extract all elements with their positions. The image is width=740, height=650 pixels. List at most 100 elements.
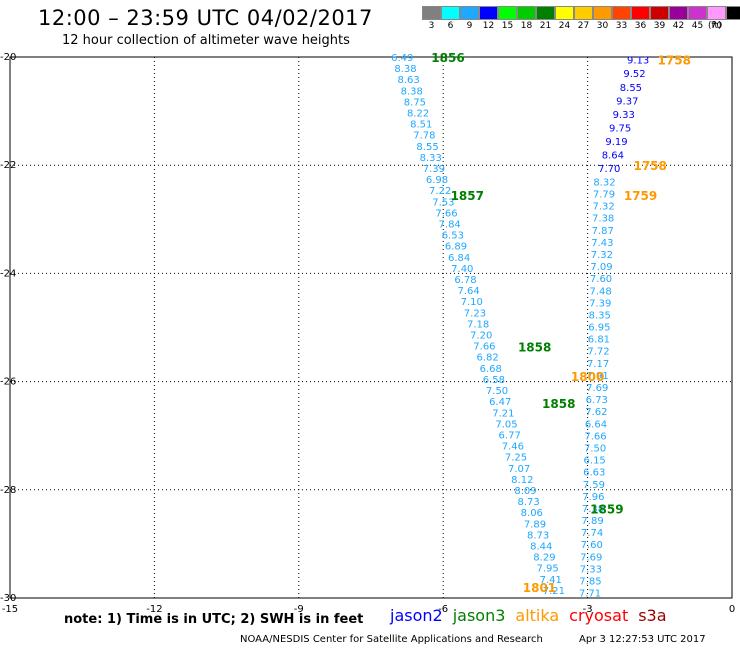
altimeter-tracks: 6.498.388.638.388.758.228.517.788.558.33… bbox=[391, 53, 649, 600]
page-title: 12:00 – 23:59 UTC 04/02/2017 bbox=[38, 6, 373, 30]
color-swatch-label: 9 bbox=[466, 21, 473, 31]
right-track-value: 7.66 bbox=[584, 431, 606, 442]
footer-timestamp: Apr 3 12:27:53 UTC 2017 bbox=[579, 634, 706, 645]
right-track-value: 8.32 bbox=[593, 177, 615, 188]
pass-time-label: 1758 bbox=[633, 159, 666, 173]
satellite-s3a: s3a bbox=[638, 606, 667, 625]
left-track-value: 8.38 bbox=[394, 64, 416, 75]
color-swatch-label: 15 bbox=[501, 21, 514, 31]
left-track-value: 6.84 bbox=[448, 253, 470, 264]
left-track-value: 6.53 bbox=[442, 231, 464, 242]
pass-time-label: 1856 bbox=[431, 51, 464, 65]
left-track-value: 6.89 bbox=[445, 242, 467, 253]
color-swatch-label: 24 bbox=[558, 21, 571, 31]
page-subtitle: 12 hour collection of altimeter wave hei… bbox=[62, 33, 350, 48]
map-grid bbox=[10, 57, 732, 598]
left-track-value: 8.22 bbox=[407, 109, 429, 120]
color-swatch bbox=[669, 6, 688, 20]
right-track-value: 8.55 bbox=[620, 83, 642, 94]
left-track-value: 8.29 bbox=[533, 553, 555, 564]
left-track-value: 6.77 bbox=[499, 430, 521, 441]
color-swatch-label: 21 bbox=[539, 21, 552, 31]
pass-time-labels: 1856 1758 1758 1759 1857 1858 1800 1858 1859 1801 bbox=[431, 51, 691, 595]
color-swatch-label: 39 bbox=[653, 21, 666, 31]
lon-tick-label: -3 bbox=[583, 604, 593, 615]
left-track-value: 7.23 bbox=[464, 308, 486, 319]
right-track-value: 8.64 bbox=[602, 150, 624, 161]
left-track-value: 7.46 bbox=[502, 442, 524, 453]
lon-tick-label: -6 bbox=[438, 604, 448, 615]
color-swatch-label: 42 bbox=[672, 21, 685, 31]
color-swatch bbox=[726, 6, 740, 20]
right-track-value: 7.87 bbox=[592, 226, 614, 237]
color-swatch-label: 45 bbox=[691, 21, 704, 31]
map-frame bbox=[9, 56, 733, 599]
lat-tick-label: -24 bbox=[0, 268, 16, 279]
right-track-value: 7.09 bbox=[590, 262, 612, 273]
right-track-value: 8.35 bbox=[589, 310, 611, 321]
left-track-value: 7.40 bbox=[451, 264, 473, 275]
color-swatch-label: 3 bbox=[428, 21, 435, 31]
color-swatch bbox=[555, 6, 574, 20]
right-track-value: 7.17 bbox=[587, 359, 609, 370]
right-track-value: 7.38 bbox=[592, 214, 614, 225]
left-track-value: 7.84 bbox=[439, 220, 461, 231]
right-track-value: 7.43 bbox=[591, 238, 613, 249]
footer-credit: NOAA/NESDIS Center for Satellite Applica… bbox=[240, 634, 543, 645]
left-track-value: 7.89 bbox=[524, 519, 546, 530]
color-swatch bbox=[650, 6, 669, 20]
color-swatch bbox=[612, 6, 631, 20]
right-track-value: 7.48 bbox=[589, 286, 611, 297]
left-track-value: 7.39 bbox=[423, 164, 445, 175]
color-swatch bbox=[479, 6, 498, 20]
color-swatch-label: 70 bbox=[710, 21, 723, 31]
left-track-value: 6.49 bbox=[391, 53, 413, 64]
left-track-value: 7.05 bbox=[495, 419, 517, 430]
lat-tick-label: -28 bbox=[0, 485, 16, 496]
color-swatch bbox=[574, 6, 593, 20]
color-scale-labels: 3 6 9 12 15 18 21 24 27 30 33 36 39 42 45 70 bbox=[422, 21, 740, 31]
right-track-value: 9.75 bbox=[609, 123, 631, 134]
color-scale-unit: (ft) bbox=[708, 21, 722, 31]
right-track-value: 7.85 bbox=[579, 576, 601, 587]
right-track-value: 7.74 bbox=[581, 528, 603, 539]
left-track-value: 7.66 bbox=[435, 208, 457, 219]
lon-tick-label: 0 bbox=[729, 604, 735, 615]
right-track-value: 7.96 bbox=[582, 492, 604, 503]
right-track-value: 7.69 bbox=[586, 383, 608, 394]
satellite-altika: altika bbox=[515, 606, 560, 625]
lat-tick-label: -22 bbox=[0, 160, 16, 171]
right-track-value: 7.32 bbox=[592, 202, 614, 213]
right-track-value: 7.33 bbox=[580, 564, 602, 575]
left-track-value: 7.53 bbox=[432, 197, 454, 208]
left-track-value: 7.78 bbox=[413, 131, 435, 142]
pass-time-label: 1800 bbox=[571, 370, 604, 384]
lon-tick-label: -15 bbox=[2, 604, 18, 615]
pass-time-label: 1859 bbox=[590, 503, 623, 517]
pass-time-label: 1801 bbox=[523, 581, 556, 595]
right-track-value: 7.60 bbox=[590, 274, 612, 285]
right-track-value: 6.81 bbox=[588, 335, 610, 346]
left-track-value: 7.41 bbox=[540, 575, 562, 586]
left-track-value: 6.68 bbox=[480, 364, 502, 375]
right-track-value: 6.63 bbox=[583, 468, 605, 479]
left-track-value: 8.75 bbox=[404, 97, 426, 108]
left-track-value: 7.22 bbox=[429, 186, 451, 197]
lat-tick-label: -26 bbox=[0, 377, 16, 388]
left-track-value: 8.06 bbox=[521, 508, 543, 519]
left-track-value: 8.12 bbox=[511, 475, 533, 486]
left-track-value: 8.55 bbox=[416, 142, 438, 153]
color-swatch bbox=[707, 6, 726, 20]
right-track-value: 7.70 bbox=[598, 164, 620, 175]
right-track-value: 7.60 bbox=[581, 540, 603, 551]
color-swatch-label: 6 bbox=[447, 21, 454, 31]
left-track-value: 7.50 bbox=[486, 386, 508, 397]
right-track-value: 7.91 bbox=[587, 371, 609, 382]
left-track-value: 7.21 bbox=[492, 408, 514, 419]
pass-time-label: 1759 bbox=[624, 189, 657, 203]
map-axes: -15 -12 -9 -6 -3 0-20-22-24-26-28-30 bbox=[0, 52, 735, 615]
right-track-value: 6.95 bbox=[588, 323, 610, 334]
color-swatch-label: 33 bbox=[615, 21, 628, 31]
left-track-value: 6.98 bbox=[426, 175, 448, 186]
left-track-value: 7.95 bbox=[536, 564, 558, 575]
